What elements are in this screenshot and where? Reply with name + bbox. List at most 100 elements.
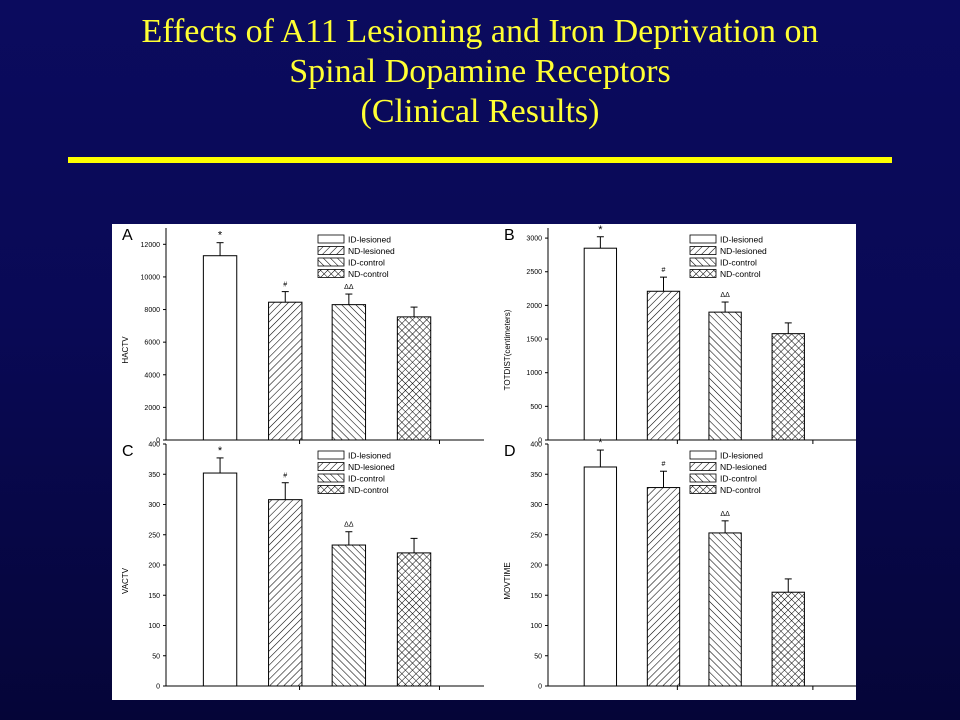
- y-axis-label: HACTV: [121, 336, 130, 364]
- legend-label: ND-lesioned: [720, 462, 767, 472]
- legend-swatch: [689, 269, 717, 278]
- significance-marker: #: [662, 267, 666, 274]
- y-tick-label: 350: [530, 472, 542, 479]
- chart-panel-d: D 0 50 100 150 200 250 300 350 400 MOVTIME * # ΔΔ ID-l…: [503, 437, 856, 691]
- panel-label: D: [504, 443, 516, 460]
- legend-swatch: [317, 462, 345, 471]
- y-tick-label: 0: [538, 684, 542, 691]
- legend-swatch: [689, 450, 717, 460]
- y-axis-label: TOTDIST(centimeters): [503, 309, 512, 390]
- legend-label: ND-control: [348, 269, 389, 279]
- title-underline: [68, 157, 892, 163]
- bar-id-lesioned: [583, 466, 618, 687]
- legend-swatch: [689, 246, 717, 255]
- y-axis-label: MOVTIME: [503, 562, 512, 599]
- y-tick-label: 150: [530, 593, 542, 600]
- legend-label: ID-control: [720, 474, 757, 484]
- significance-marker: *: [598, 437, 603, 449]
- legend-label: ND-control: [348, 485, 389, 495]
- chart-panel-a: A 0 2000 4000 6000 8000 10000 12000 HACTV * # ΔΔ ID-…: [121, 227, 484, 445]
- y-tick-label: 2000: [144, 405, 160, 412]
- legend-label: ND-lesioned: [348, 246, 395, 256]
- legend-label: ND-lesioned: [348, 462, 395, 472]
- legend-swatch: [689, 473, 717, 483]
- panel-label: C: [122, 443, 134, 460]
- legend-label: ND-lesioned: [720, 246, 767, 256]
- chart-panel-b: B 0 500 1000 1500 2000 2500 3000 TOTDIST(centime…: [503, 224, 856, 445]
- legend-label: ID-lesioned: [720, 235, 763, 245]
- bar-id-lesioned: [202, 255, 238, 441]
- significance-marker: #: [283, 473, 287, 480]
- y-tick-label: 400: [530, 442, 542, 449]
- significance-marker: #: [662, 461, 666, 468]
- legend-label: ID-control: [348, 258, 385, 268]
- y-tick-label: 2000: [526, 303, 542, 310]
- bar-id-lesioned: [202, 472, 238, 687]
- bar-nd-lesioned: [268, 499, 303, 687]
- y-tick-label: 4000: [144, 372, 160, 379]
- significance-marker: *: [598, 224, 603, 236]
- y-axis-label: VACTV: [121, 567, 130, 594]
- bar-nd-lesioned: [646, 290, 681, 441]
- legend-swatch: [317, 246, 345, 255]
- legend-label: ID-control: [348, 474, 385, 484]
- legend-swatch: [317, 450, 345, 460]
- title-line-1: Effects of A11 Lesioning and Iron Depriv…: [141, 13, 819, 50]
- y-tick-label: 0: [156, 684, 160, 691]
- legend-label: ID-lesioned: [348, 451, 391, 461]
- y-tick-label: 200: [530, 563, 542, 570]
- y-tick-label: 200: [148, 563, 160, 570]
- significance-marker: ΔΔ: [720, 292, 730, 299]
- chart-panel-c: C 0 50 100 150 200 250 300 350 400 VACTV * # ΔΔ ID-les…: [121, 442, 484, 691]
- bar-id-control: [331, 304, 367, 441]
- legend-swatch: [317, 485, 345, 494]
- significance-marker: #: [283, 282, 287, 289]
- y-tick-label: 1500: [526, 337, 542, 344]
- y-tick-label: 400: [148, 442, 160, 449]
- legend-swatch: [317, 257, 345, 267]
- bar-id-control: [331, 544, 367, 687]
- bar-nd-control: [396, 316, 432, 441]
- y-tick-label: 0: [156, 438, 160, 445]
- y-tick-label: 150: [148, 593, 160, 600]
- significance-marker: *: [218, 230, 223, 242]
- y-tick-label: 0: [538, 438, 542, 445]
- significance-marker: ΔΔ: [344, 284, 354, 291]
- legend-label: ID-lesioned: [348, 235, 391, 245]
- legend-label: ND-control: [720, 269, 761, 279]
- figure-panel: A 0 2000 4000 6000 8000 10000 12000 HACTV * # ΔΔ ID-…: [112, 224, 856, 700]
- legend-swatch: [689, 257, 717, 267]
- bar-id-lesioned: [583, 247, 618, 441]
- y-tick-label: 1000: [526, 370, 542, 377]
- bar-id-control: [708, 532, 742, 687]
- y-tick-label: 350: [148, 472, 160, 479]
- y-tick-label: 50: [534, 653, 542, 660]
- y-tick-label: 6000: [144, 340, 160, 347]
- y-tick-label: 300: [530, 502, 542, 509]
- title-line-2: Spinal Dopamine Receptors: [289, 53, 671, 90]
- legend-swatch: [317, 269, 345, 278]
- y-tick-label: 10000: [141, 274, 161, 281]
- legend-swatch: [689, 462, 717, 471]
- bar-nd-control: [771, 333, 805, 441]
- y-tick-label: 8000: [144, 307, 160, 314]
- title-line-3: (Clinical Results): [360, 93, 600, 130]
- legend-label: ID-lesioned: [720, 451, 763, 461]
- y-tick-label: 3000: [526, 236, 542, 243]
- panel-label: A: [122, 227, 133, 244]
- legend-swatch: [317, 234, 345, 244]
- y-tick-label: 12000: [141, 242, 161, 249]
- y-tick-label: 50: [152, 653, 160, 660]
- legend-label: ID-control: [720, 258, 757, 268]
- legend-swatch: [689, 234, 717, 244]
- legend-swatch: [689, 485, 717, 494]
- panel-label: B: [504, 227, 515, 244]
- y-tick-label: 100: [530, 623, 542, 630]
- bar-nd-control: [396, 552, 432, 687]
- bar-nd-control: [771, 591, 805, 687]
- significance-marker: ΔΔ: [344, 522, 354, 529]
- y-tick-label: 2500: [526, 269, 542, 276]
- bar-nd-lesioned: [646, 487, 681, 687]
- significance-marker: *: [218, 445, 223, 457]
